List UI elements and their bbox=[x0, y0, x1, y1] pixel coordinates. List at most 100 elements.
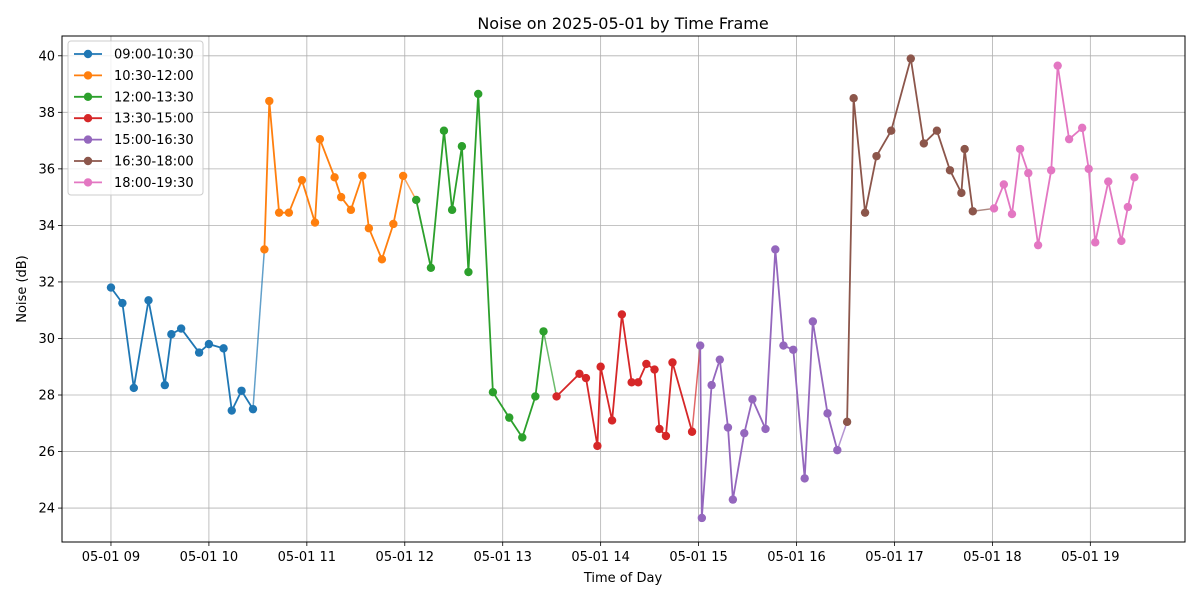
data-point bbox=[989, 204, 999, 213]
data-point bbox=[1053, 61, 1062, 70]
data-point bbox=[872, 151, 881, 161]
data-point bbox=[1077, 123, 1087, 133]
x-tick-label: 05-01 19 bbox=[1061, 550, 1119, 565]
data-point bbox=[1104, 177, 1113, 186]
x-axis-label: Time of Day bbox=[583, 571, 663, 586]
data-point bbox=[364, 224, 374, 233]
legend-marker-swatch bbox=[83, 49, 93, 59]
x-tick-label: 05-01 13 bbox=[473, 550, 531, 565]
data-point bbox=[274, 208, 284, 217]
series-7 bbox=[989, 61, 1139, 250]
y-tick-label: 34 bbox=[38, 219, 55, 234]
data-point bbox=[800, 474, 809, 483]
y-tick-label: 32 bbox=[38, 275, 55, 290]
data-point bbox=[957, 188, 966, 198]
legend-box bbox=[67, 40, 204, 196]
data-point bbox=[808, 317, 818, 326]
data-point bbox=[144, 296, 153, 305]
data-point bbox=[129, 383, 139, 393]
y-tick-label: 28 bbox=[38, 389, 55, 404]
legend-item: 13:30-15:00 bbox=[74, 112, 194, 127]
data-point bbox=[593, 441, 602, 451]
data-point bbox=[219, 344, 228, 353]
x-tick-label: 05-01 11 bbox=[278, 550, 336, 565]
data-point bbox=[160, 380, 170, 390]
data-point bbox=[575, 369, 584, 379]
data-point bbox=[779, 341, 788, 350]
legend-label: 09:00-10:30 bbox=[114, 48, 194, 63]
data-point bbox=[740, 428, 749, 438]
data-point bbox=[1091, 238, 1100, 247]
data-point bbox=[668, 358, 677, 367]
data-point bbox=[389, 219, 398, 229]
x-axis-ticks: 05-01 09 05-01 10 05-01 11 05-01 12 05-01 13… bbox=[82, 542, 1120, 565]
data-point bbox=[552, 392, 561, 401]
legend-label: 10:30-12:00 bbox=[114, 69, 194, 84]
data-point bbox=[627, 378, 636, 387]
x-tick-label: 05-01 16 bbox=[767, 550, 825, 565]
data-point bbox=[849, 93, 858, 103]
data-point bbox=[833, 445, 842, 455]
legend-marker-swatch bbox=[83, 114, 93, 123]
data-point bbox=[474, 89, 483, 99]
legend-marker-swatch bbox=[83, 178, 93, 187]
series-4 bbox=[552, 310, 697, 451]
data-point bbox=[999, 180, 1009, 189]
series-line bbox=[699, 248, 839, 519]
data-point bbox=[539, 327, 548, 336]
series-5 bbox=[696, 245, 842, 523]
legend-item: 15:00-16:30 bbox=[74, 133, 194, 148]
data-point bbox=[310, 218, 320, 227]
y-tick-label: 24 bbox=[38, 502, 55, 517]
data-point bbox=[1024, 168, 1033, 178]
data-point bbox=[118, 298, 127, 308]
legend-label: 13:30-15:00 bbox=[114, 112, 194, 127]
legend-marker-swatch bbox=[83, 156, 93, 166]
data-point bbox=[398, 171, 408, 181]
data-point bbox=[886, 126, 896, 135]
series-line bbox=[993, 64, 1136, 247]
data-point bbox=[488, 387, 498, 397]
legend: 09:00-10:30 10:30-12:00 12:00-13:30 13:30-1… bbox=[67, 40, 204, 196]
legend-label: 16:30-18:00 bbox=[114, 155, 194, 170]
legend-item: 09:00-10:30 bbox=[74, 48, 194, 63]
data-point bbox=[336, 192, 346, 202]
data-point bbox=[728, 495, 738, 504]
legend-item: 16:30-18:00 bbox=[74, 155, 194, 170]
legend-item: 10:30-12:00 bbox=[74, 69, 194, 84]
data-point bbox=[330, 173, 339, 182]
data-point bbox=[633, 378, 643, 387]
data-point bbox=[650, 365, 659, 374]
data-point bbox=[447, 205, 457, 215]
data-point bbox=[617, 310, 627, 319]
legend-label: 18:00-19:30 bbox=[114, 176, 194, 191]
legend-marker-swatch bbox=[83, 135, 93, 144]
data-point bbox=[906, 54, 915, 63]
series-line bbox=[415, 93, 545, 439]
series-connector-line bbox=[542, 331, 558, 397]
data-point bbox=[346, 205, 356, 215]
data-point bbox=[642, 359, 651, 369]
chart-title: Noise on 2025-05-01 by Time Frame bbox=[477, 14, 768, 33]
series-layer bbox=[106, 54, 1139, 523]
x-tick-label: 05-01 14 bbox=[571, 550, 629, 565]
series-1 bbox=[106, 283, 258, 415]
data-point bbox=[715, 355, 725, 364]
data-point bbox=[1084, 164, 1093, 174]
data-point bbox=[919, 139, 929, 148]
series-connector-line bbox=[252, 249, 266, 410]
series-line bbox=[846, 57, 974, 422]
y-tick-label: 36 bbox=[38, 162, 55, 177]
data-point bbox=[596, 362, 605, 371]
data-point bbox=[789, 345, 798, 354]
data-point bbox=[1064, 134, 1074, 144]
data-point bbox=[748, 395, 757, 404]
data-point bbox=[227, 406, 236, 415]
data-point bbox=[723, 423, 733, 432]
data-point bbox=[1015, 144, 1025, 154]
legend-label: 12:00-13:30 bbox=[114, 90, 194, 105]
data-point bbox=[761, 424, 770, 434]
data-point bbox=[860, 208, 870, 217]
y-tick-label: 30 bbox=[38, 332, 55, 347]
